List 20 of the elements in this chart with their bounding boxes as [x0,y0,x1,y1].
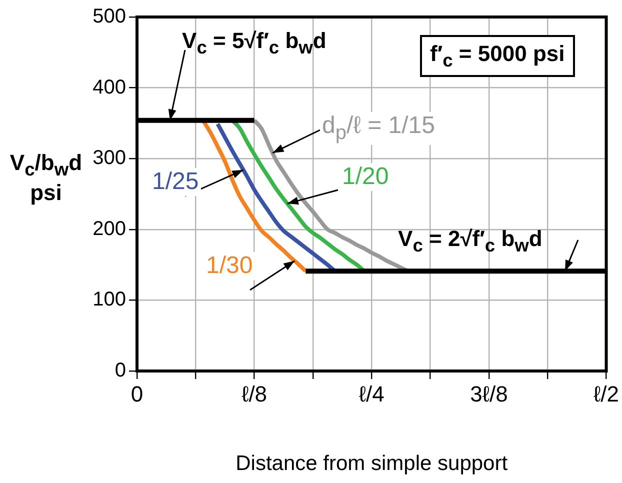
x-axis-title: Distance from simple support [236,452,508,476]
annotation: V$_{c}$ = 5√f′$_{c}$ b$_{w}$d [182,28,326,58]
series-label: 1/25 [150,168,201,196]
x-tick-label: 3ℓ/8 [470,381,508,406]
x-tick-label: ℓ/4 [358,381,384,406]
series-label: d$_{p}$/ℓ = 1/15 [320,112,437,145]
text: 1/20 [340,163,391,191]
series-label: 1/30 [204,252,255,280]
x-tick-label: 0 [130,381,144,406]
y-tick-label: 200 [92,218,126,240]
y-tick-label: 500 [92,6,126,28]
y-tick-label: 400 [92,76,126,98]
annotation: V$_{c}$ = 2√f′$_{c}$ b$_{w}$d [398,226,542,256]
x-tick-label: ℓ/2 [594,381,620,406]
y-tick-label: 0 [114,360,126,382]
y-tick-label: 100 [92,288,126,311]
x-tick-label: ℓ/8 [242,381,268,406]
y-tick-label: 300 [92,147,126,170]
y-axis-title: V$_{c}$/b$_{w}$d psi [8,150,84,206]
annotation: f′$_{c}$ = 5000 psi [420,35,575,78]
